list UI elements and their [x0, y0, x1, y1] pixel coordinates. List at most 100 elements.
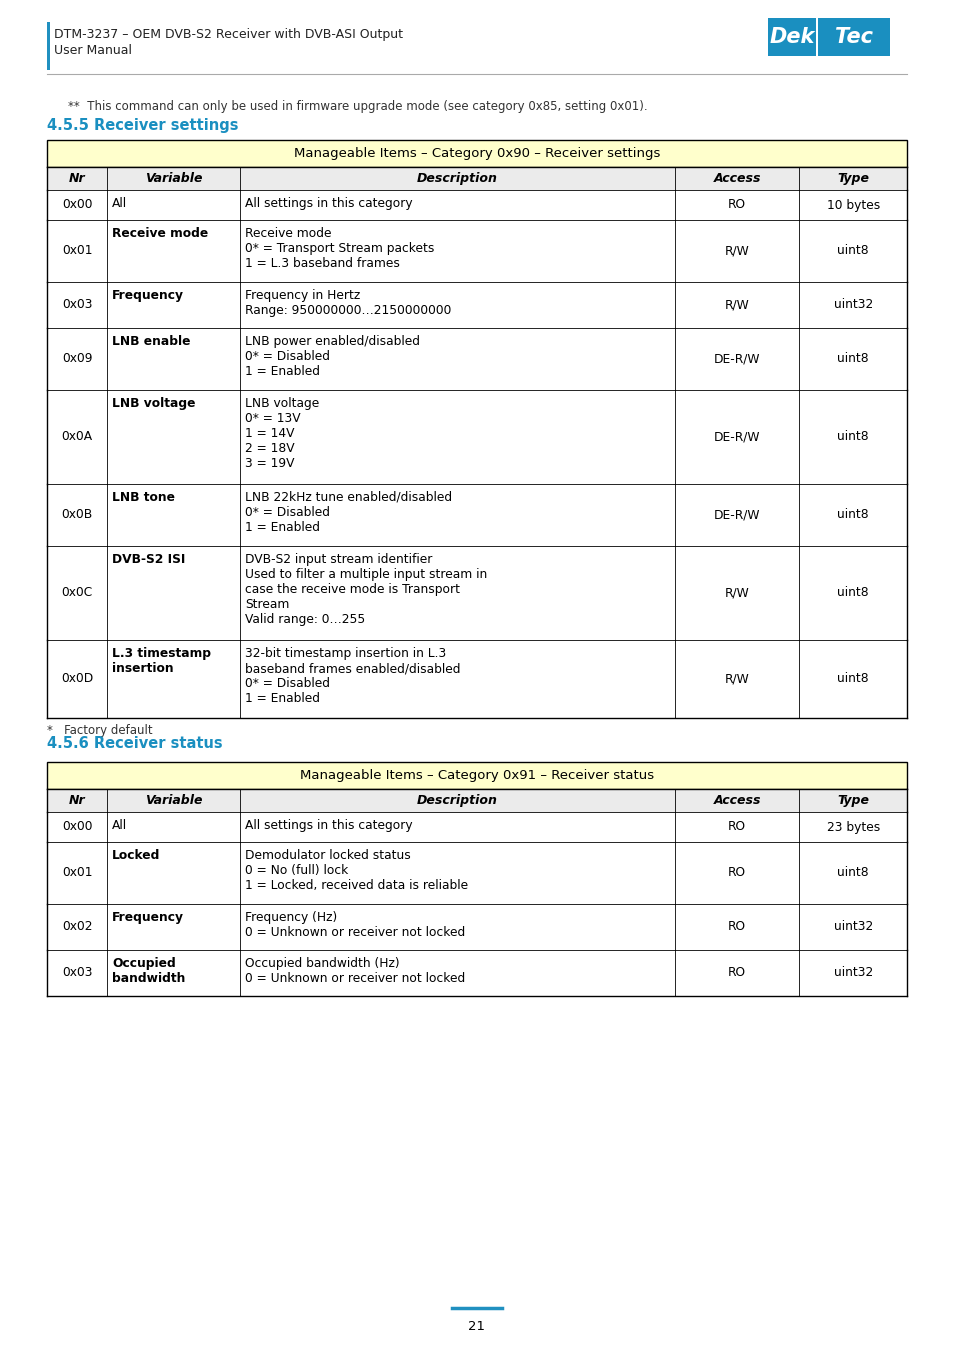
Text: uint8: uint8 [837, 244, 868, 258]
Text: All settings in this category: All settings in this category [245, 819, 413, 832]
Text: 21: 21 [468, 1320, 485, 1332]
Text: uint32: uint32 [833, 921, 872, 933]
Text: 4.5.6 Receiver status: 4.5.6 Receiver status [47, 736, 222, 751]
Text: R/W: R/W [724, 298, 749, 312]
Text: Variable: Variable [145, 794, 202, 807]
Bar [47, 282, 906, 328]
Text: DVB-S2 ISI: DVB-S2 ISI [112, 554, 186, 566]
Text: 10 bytes: 10 bytes [825, 198, 879, 212]
Text: 0x01: 0x01 [62, 867, 92, 879]
Text: uint8: uint8 [837, 672, 868, 686]
Text: Variable: Variable [145, 171, 202, 185]
Text: 23 bytes: 23 bytes [825, 821, 879, 833]
Text: Frequency in Hertz
Range: 950000000…2150000000: Frequency in Hertz Range: 950000000…2150… [245, 289, 452, 317]
Text: 0x0C: 0x0C [61, 586, 92, 599]
Text: Access: Access [713, 794, 760, 807]
Bar [767, 18, 815, 55]
Text: Frequency: Frequency [112, 911, 184, 923]
Text: Type: Type [837, 794, 868, 807]
Text: *   Factory default: * Factory default [47, 724, 152, 737]
Text: 0x03: 0x03 [62, 298, 92, 312]
Bar [47, 950, 906, 996]
Bar [47, 545, 906, 640]
Bar [47, 811, 906, 842]
Text: Locked: Locked [112, 849, 160, 863]
Bar [47, 190, 906, 220]
Text: 0x02: 0x02 [62, 921, 92, 933]
Text: Nr: Nr [69, 794, 86, 807]
Text: LNB power enabled/disabled
0* = Disabled
1 = Enabled: LNB power enabled/disabled 0* = Disabled… [245, 335, 420, 378]
Text: Receive mode: Receive mode [112, 227, 209, 240]
Text: Receive mode
0* = Transport Stream packets
1 = L.3 baseband frames: Receive mode 0* = Transport Stream packe… [245, 227, 435, 270]
Text: DE-R/W: DE-R/W [713, 352, 760, 366]
Bar [47, 904, 906, 950]
Text: R/W: R/W [724, 244, 749, 258]
Text: Dek: Dek [768, 27, 814, 47]
Bar [47, 842, 906, 904]
Text: uint32: uint32 [833, 967, 872, 980]
Text: LNB tone: LNB tone [112, 491, 175, 504]
Text: uint8: uint8 [837, 509, 868, 521]
Text: LNB enable: LNB enable [112, 335, 191, 348]
Text: uint8: uint8 [837, 586, 868, 599]
Text: Frequency (Hz)
0 = Unknown or receiver not locked: Frequency (Hz) 0 = Unknown or receiver n… [245, 911, 465, 940]
Bar [47, 140, 906, 167]
Text: RO: RO [727, 967, 745, 980]
Text: Nr: Nr [69, 171, 86, 185]
Text: 0x00: 0x00 [62, 821, 92, 833]
Text: Tec: Tec [834, 27, 872, 47]
Text: 0x01: 0x01 [62, 244, 92, 258]
Text: uint8: uint8 [837, 352, 868, 366]
Text: Manageable Items – Category 0x90 – Receiver settings: Manageable Items – Category 0x90 – Recei… [294, 147, 659, 161]
Bar [47, 788, 906, 811]
Bar [47, 328, 906, 390]
Text: L.3 timestamp
insertion: L.3 timestamp insertion [112, 647, 211, 675]
Text: Manageable Items – Category 0x91 – Receiver status: Manageable Items – Category 0x91 – Recei… [299, 769, 654, 782]
Text: All: All [112, 197, 127, 211]
Text: 32-bit timestamp insertion in L.3
baseband frames enabled/disabled
0* = Disabled: 32-bit timestamp insertion in L.3 baseba… [245, 647, 460, 705]
Text: **  This command can only be used in firmware upgrade mode (see category 0x85, s: ** This command can only be used in firm… [68, 100, 647, 113]
Text: uint8: uint8 [837, 431, 868, 444]
Text: DE-R/W: DE-R/W [713, 431, 760, 444]
Text: Type: Type [837, 171, 868, 185]
Text: Access: Access [713, 171, 760, 185]
Bar [817, 18, 889, 55]
Text: User Manual: User Manual [54, 45, 132, 57]
Text: All settings in this category: All settings in this category [245, 197, 413, 211]
Bar [47, 167, 906, 190]
Text: 4.5.5 Receiver settings: 4.5.5 Receiver settings [47, 117, 238, 134]
Text: Frequency: Frequency [112, 289, 184, 302]
Text: R/W: R/W [724, 672, 749, 686]
Text: RO: RO [727, 867, 745, 879]
Text: 0x0B: 0x0B [61, 509, 92, 521]
Text: DVB-S2 input stream identifier
Used to filter a multiple input stream in
case th: DVB-S2 input stream identifier Used to f… [245, 554, 487, 626]
Text: uint32: uint32 [833, 298, 872, 312]
Text: RO: RO [727, 921, 745, 933]
Text: DE-R/W: DE-R/W [713, 509, 760, 521]
Text: 0x00: 0x00 [62, 198, 92, 212]
Bar [47, 485, 906, 545]
Text: uint8: uint8 [837, 867, 868, 879]
Bar [47, 220, 906, 282]
Text: 0x03: 0x03 [62, 967, 92, 980]
Bar [47, 390, 906, 485]
Text: R/W: R/W [724, 586, 749, 599]
Text: 0x0A: 0x0A [62, 431, 92, 444]
Text: Demodulator locked status
0 = No (full) lock
1 = Locked, received data is reliab: Demodulator locked status 0 = No (full) … [245, 849, 468, 892]
Text: All: All [112, 819, 127, 832]
Text: Occupied bandwidth (Hz)
0 = Unknown or receiver not locked: Occupied bandwidth (Hz) 0 = Unknown or r… [245, 957, 465, 986]
Text: Occupied
bandwidth: Occupied bandwidth [112, 957, 186, 986]
Text: LNB 22kHz tune enabled/disabled
0* = Disabled
1 = Enabled: LNB 22kHz tune enabled/disabled 0* = Dis… [245, 491, 452, 535]
Text: 0x0D: 0x0D [61, 672, 93, 686]
Text: 0x09: 0x09 [62, 352, 92, 366]
Bar [47, 761, 906, 788]
Text: RO: RO [727, 821, 745, 833]
Bar [47, 22, 50, 70]
Text: DTM-3237 – OEM DVB-S2 Receiver with DVB-ASI Output: DTM-3237 – OEM DVB-S2 Receiver with DVB-… [54, 28, 402, 40]
Text: LNB voltage
0* = 13V
1 = 14V
2 = 18V
3 = 19V: LNB voltage 0* = 13V 1 = 14V 2 = 18V 3 =… [245, 397, 319, 470]
Text: LNB voltage: LNB voltage [112, 397, 195, 410]
Text: RO: RO [727, 198, 745, 212]
Text: Description: Description [416, 171, 497, 185]
Bar [47, 640, 906, 718]
Text: Description: Description [416, 794, 497, 807]
